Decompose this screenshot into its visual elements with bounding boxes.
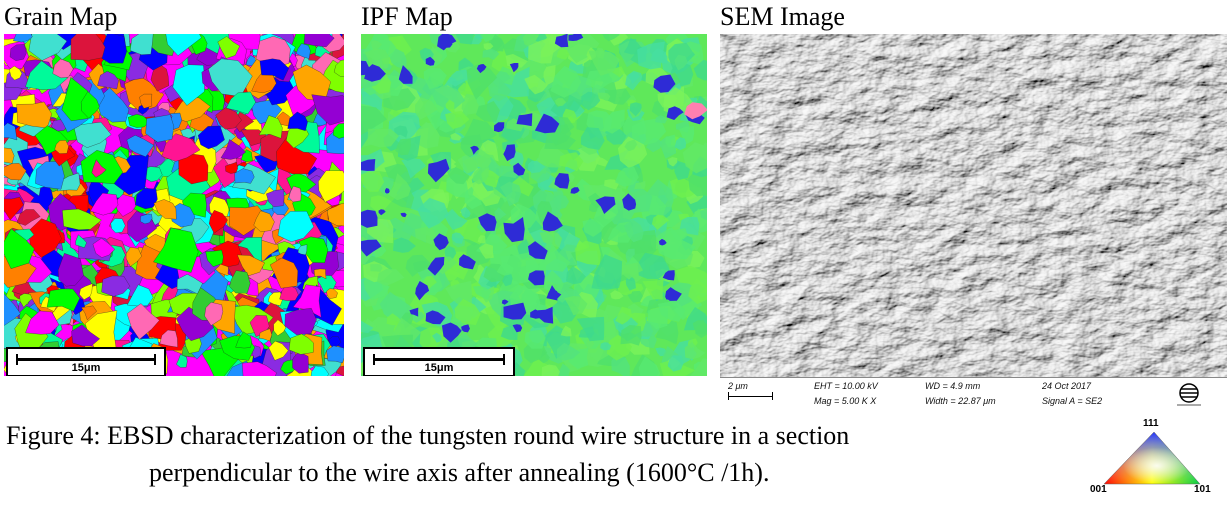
sem-date: 24 Oct 2017 xyxy=(1042,381,1092,391)
grain-map-title: Grain Map xyxy=(4,2,118,31)
sem-image-title: SEM Image xyxy=(720,2,845,31)
sem-wd: WD = 4.9 mm xyxy=(925,381,981,391)
ipf-key-triangle xyxy=(1103,431,1201,485)
sem-mag: Mag = 5.00 K X xyxy=(814,396,877,406)
figure-caption-line1: Figure 4: EBSD characterization of the t… xyxy=(6,421,850,450)
grain-map-graphic xyxy=(4,34,344,376)
sem-image xyxy=(720,34,1227,377)
figure-caption-line2: perpendicular to the wire axis after ann… xyxy=(149,458,770,487)
ipf-key-label-001: 001 xyxy=(1090,484,1107,495)
sem-scale-bar xyxy=(728,396,772,397)
grain-map-scalebar: 15μm xyxy=(6,347,166,376)
ipf-map-image: 15μm xyxy=(361,34,707,376)
sem-micrograph xyxy=(720,34,1227,377)
institution-logo xyxy=(1177,383,1201,406)
grain-map-image: 15μm xyxy=(4,34,344,376)
ipf-key-label-101: 101 xyxy=(1194,484,1211,495)
ipf-map-graphic xyxy=(361,34,707,376)
sem-signal: Signal A = SE2 xyxy=(1042,396,1103,406)
grain-map-scalebar-label: 15μm xyxy=(71,362,101,374)
ipf-key-label-111: 111 xyxy=(1143,418,1159,429)
sem-width: Width = 22.87 μm xyxy=(925,396,996,406)
ipf-color-key: 111 001 101 xyxy=(1090,418,1211,498)
ipf-map-scalebar: 15μm xyxy=(363,347,515,376)
sem-scale-label: 2 μm xyxy=(728,381,748,391)
sem-info-bar: 2 μm EHT = 10.00 kV Mag = 5.00 K X WD = … xyxy=(720,377,1227,412)
sem-eht: EHT = 10.00 kV xyxy=(814,381,878,391)
ipf-map-title: IPF Map xyxy=(361,2,453,31)
ipf-map-scalebar-label: 15μm xyxy=(424,362,454,374)
